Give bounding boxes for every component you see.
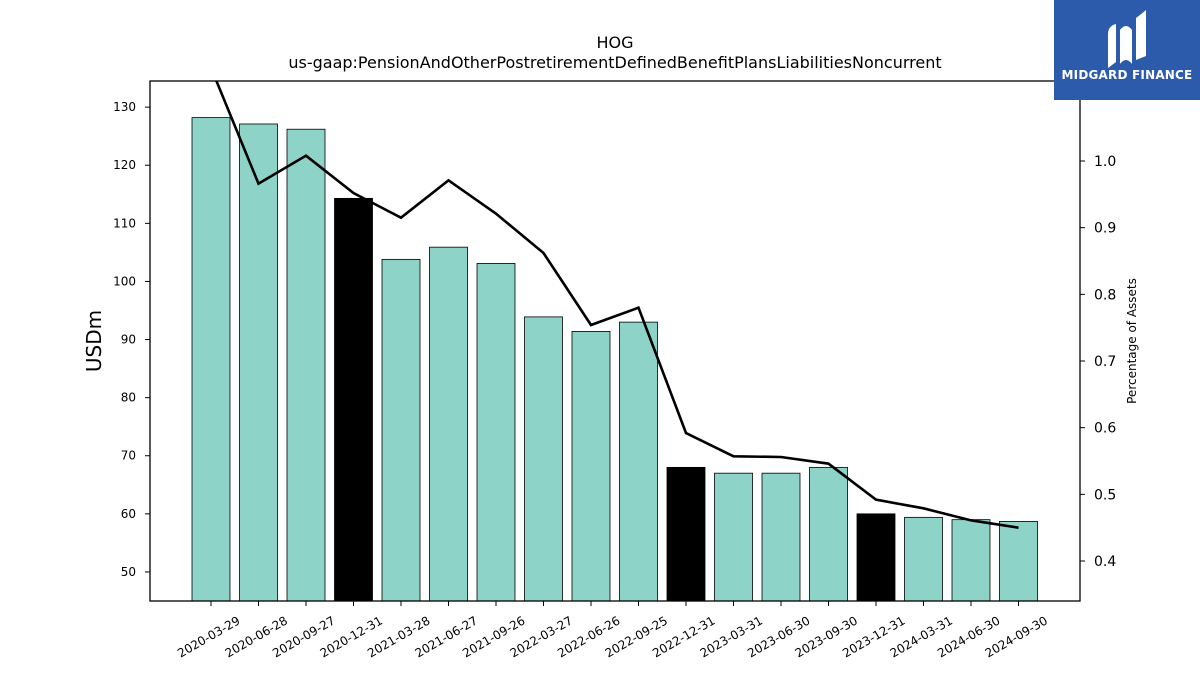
bar-2020-09-27 <box>286 128 326 602</box>
y2-axis-ticks: 0.4 0.5 0.6 0.7 0.8 0.9 1.0 <box>1080 154 1116 570</box>
brand-logo: MIDGARD FINANCE <box>1054 0 1200 100</box>
bar-2021-09-26 <box>476 263 516 602</box>
y-tick-label: 120 <box>113 158 136 172</box>
y-tick-label: 60 <box>121 507 136 521</box>
y-tick-label: 50 <box>121 565 136 579</box>
y-tick-label: 90 <box>121 333 136 347</box>
bar-2023-03-31 <box>714 472 753 602</box>
bar-2023-09-30 <box>809 466 848 602</box>
bar-2023-12-31 <box>856 513 896 602</box>
y-tick-label: 70 <box>121 449 136 463</box>
y-axis-label: USDm <box>82 310 106 372</box>
y-axis-ticks: 50 60 70 80 90 100 110 120 130 <box>113 100 150 579</box>
y-tick-label: 80 <box>121 391 136 405</box>
plot-frame <box>149 80 1081 602</box>
y2-tick-label: 0.6 <box>1094 421 1116 437</box>
bar-2021-06-27 <box>429 246 468 602</box>
y-tick-label: 100 <box>113 274 136 288</box>
bar-2024-09-30 <box>999 521 1038 602</box>
bar-2023-06-30 <box>761 472 801 602</box>
logo-text: MIDGARD FINANCE <box>1061 68 1193 82</box>
bar-2022-06-26 <box>571 331 611 602</box>
y2-axis-label: Percentage of Assets <box>1125 278 1139 404</box>
y2-tick-label: 0.9 <box>1094 221 1116 237</box>
chart-title: HOG <box>596 33 633 52</box>
bars-group <box>191 117 1038 602</box>
chart-subtitle: us-gaap:PensionAndOtherPostretirementDef… <box>288 53 941 72</box>
y2-tick-label: 0.7 <box>1094 354 1116 370</box>
line-group <box>215 81 1019 529</box>
y2-tick-label: 0.5 <box>1094 487 1116 503</box>
y2-tick-label: 1.0 <box>1094 154 1116 170</box>
y2-tick-label: 0.8 <box>1094 287 1116 303</box>
bar-2020-06-28 <box>239 123 278 602</box>
bar-2022-12-31 <box>666 466 706 602</box>
percentage-line <box>215 81 1019 529</box>
bar-2024-03-31 <box>904 516 943 602</box>
y2-tick-label: 0.4 <box>1094 554 1116 570</box>
logo-mark-icon <box>1108 10 1146 68</box>
y-tick-label: 130 <box>113 100 136 114</box>
x-axis-ticks: 2020-03-292020-06-282020-09-272020-12-31… <box>175 601 1050 660</box>
bar-2024-06-30 <box>951 519 991 602</box>
bar-2022-09-25 <box>619 321 658 602</box>
bar-2021-03-28 <box>381 258 421 602</box>
y-tick-label: 110 <box>113 216 136 230</box>
bar-2020-03-29 <box>191 117 231 602</box>
bar-2022-03-27 <box>524 316 563 602</box>
bar-2020-12-31 <box>334 197 373 602</box>
